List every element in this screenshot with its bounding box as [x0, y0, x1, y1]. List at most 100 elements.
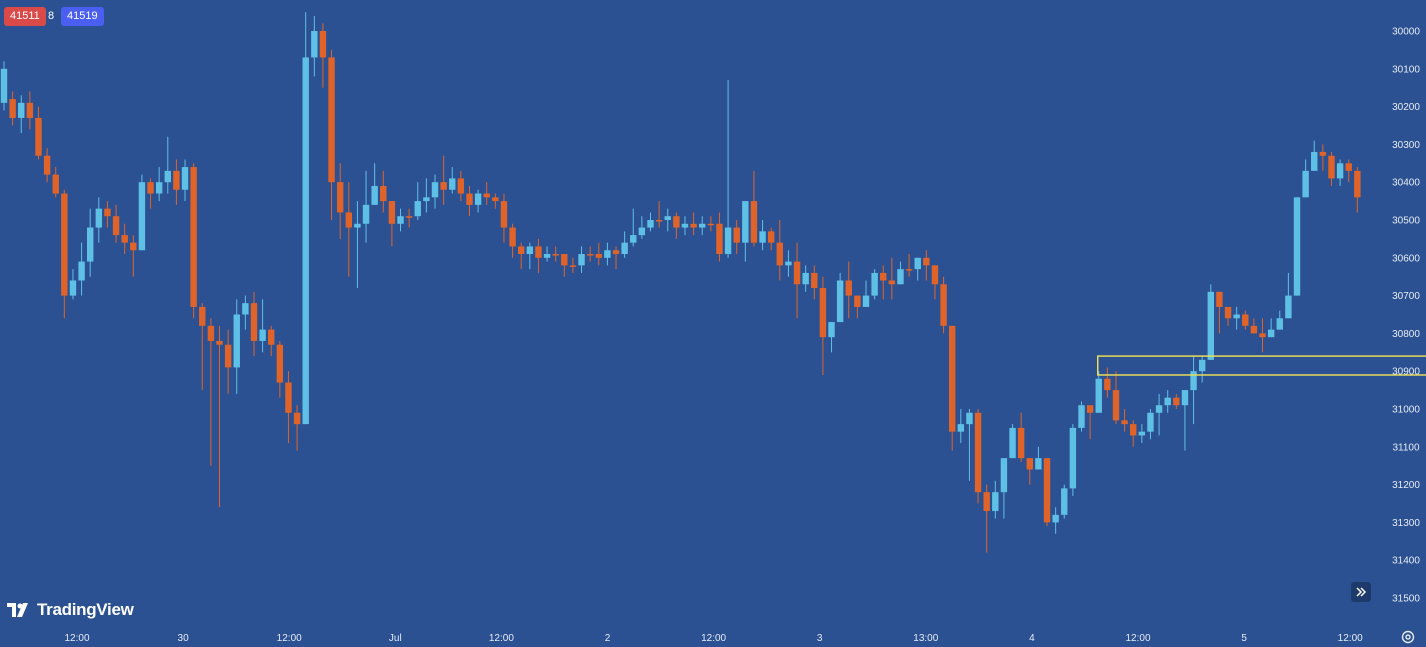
highlight-zone-box[interactable]: [1096, 355, 1426, 376]
candle-body: [690, 223, 697, 228]
candle-body: [1147, 412, 1154, 432]
candle-body: [224, 344, 232, 368]
candle-body: [0, 68, 8, 103]
candle-body: [43, 155, 51, 175]
candle-body: [699, 223, 706, 228]
candle: [190, 163, 197, 319]
price-tick-label: 30300: [1392, 140, 1420, 151]
candle-body: [492, 197, 499, 202]
candle: [1078, 401, 1085, 432]
candle-body: [35, 117, 42, 156]
candle-body: [1267, 329, 1275, 338]
candle-body: [724, 227, 732, 255]
price-tick-label: 31100: [1392, 442, 1420, 453]
candle-body: [414, 201, 421, 217]
candle: [1267, 318, 1275, 338]
candle-body: [1336, 163, 1344, 179]
candle-body: [612, 250, 620, 255]
price-tick-label: 30400: [1392, 178, 1420, 189]
candle-body: [1293, 197, 1301, 296]
candle: [1017, 412, 1025, 462]
candle: [1224, 306, 1232, 326]
candle-body: [871, 272, 878, 296]
candle-body: [130, 242, 137, 251]
candle-body: [1104, 378, 1111, 391]
candle: [673, 212, 680, 239]
price-axis[interactable]: 30000 30100 30200 30300 30400 30500 30600 30700…: [1392, 27, 1420, 605]
candle-body: [1069, 427, 1077, 489]
candle: [336, 163, 344, 239]
candle: [733, 220, 740, 255]
candle: [949, 325, 956, 451]
price-tick-label: 30100: [1392, 64, 1420, 75]
candle-body: [26, 102, 34, 118]
candle: [802, 265, 809, 292]
candle: [35, 106, 42, 160]
candle: [1216, 291, 1223, 334]
candle: [621, 231, 628, 258]
candle-body: [500, 201, 508, 228]
tradingview-logo[interactable]: TradingView: [7, 600, 134, 620]
candle-body: [276, 344, 284, 383]
scroll-to-realtime-button[interactable]: [1351, 582, 1371, 602]
candle-body: [1233, 314, 1240, 319]
candle-body: [716, 223, 723, 255]
price-tick-label: 31300: [1392, 518, 1420, 529]
candle: [18, 95, 25, 134]
settings-gear-icon[interactable]: [1401, 630, 1415, 644]
candle: [500, 193, 508, 243]
double-chevron-right-icon: [1356, 587, 1367, 597]
candle: [1302, 159, 1309, 198]
candle: [931, 265, 939, 300]
time-tick-label: 12:00: [1338, 633, 1363, 644]
candle: [1285, 272, 1292, 319]
candle: [699, 216, 706, 236]
time-tick-label: 3: [817, 633, 823, 644]
candle-body: [233, 314, 240, 368]
candle-body: [250, 303, 258, 341]
candle-body: [52, 174, 59, 194]
candle: [121, 223, 128, 255]
candle: [923, 250, 930, 281]
candle: [836, 272, 844, 323]
candle: [1112, 371, 1120, 425]
candle-body: [767, 231, 775, 243]
candle: [742, 201, 749, 262]
candle: [164, 136, 171, 194]
candle-body: [173, 170, 180, 190]
candle: [966, 409, 973, 481]
candle-body: [535, 246, 542, 258]
candle: [526, 242, 534, 270]
buy-price-tag[interactable]: 41519: [61, 7, 104, 26]
candle: [880, 265, 887, 300]
candle: [1035, 446, 1042, 470]
candle-body: [630, 235, 637, 243]
candle-body: [61, 193, 68, 296]
candle: [259, 299, 266, 353]
candle-body: [1095, 378, 1102, 413]
candle: [388, 201, 396, 247]
candle: [1000, 458, 1008, 519]
candle-body: [1250, 325, 1258, 334]
candle: [414, 182, 421, 220]
candle-body: [1345, 163, 1352, 171]
price-tick-label: 30600: [1392, 253, 1420, 264]
candle-body: [552, 254, 559, 256]
candle-body: [380, 185, 387, 202]
candle-body: [655, 220, 663, 222]
candle: [1259, 318, 1266, 353]
candle: [1173, 393, 1180, 409]
candle-body: [466, 193, 473, 205]
candle: [1009, 424, 1016, 459]
candle-body: [604, 250, 611, 258]
candle: [940, 276, 947, 334]
candle: [492, 193, 499, 209]
sell-price-tag[interactable]: 41511: [4, 7, 46, 26]
candle: [362, 170, 370, 243]
time-axis[interactable]: 12:00 30 12:00 Jul 12:00 2 12:00 3 13:00 4 12:00 5 1…: [64, 633, 1363, 644]
candle: [1190, 356, 1197, 425]
candle-body: [1086, 405, 1094, 413]
candle: [647, 212, 654, 232]
